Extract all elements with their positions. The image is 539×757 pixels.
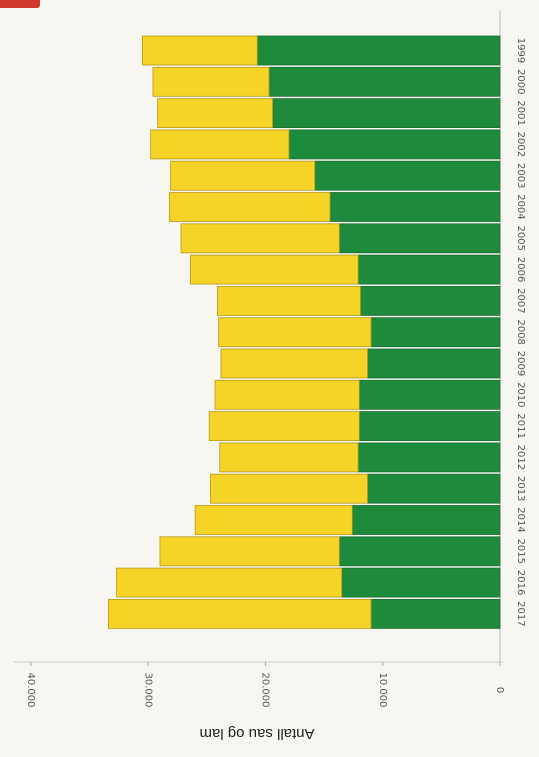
bar-segment-2004-1 bbox=[329, 192, 501, 222]
category-label-2008: 2008 bbox=[515, 319, 526, 344]
bar-segment-2001-1 bbox=[272, 98, 501, 128]
bar-segment-2017-2 bbox=[107, 599, 372, 629]
bar-segment-2000-2 bbox=[152, 66, 270, 97]
category-label-2006: 2006 bbox=[515, 257, 526, 282]
value-axis-title: Antall sau og lam bbox=[199, 725, 314, 742]
category-label-2002: 2002 bbox=[515, 132, 526, 157]
bar-segment-2008-2 bbox=[218, 317, 372, 348]
bar-segment-2007-1 bbox=[360, 285, 501, 316]
bar-segment-2010-1 bbox=[358, 379, 501, 410]
bar-segment-2003-1 bbox=[314, 160, 501, 191]
bar-segment-2012-2 bbox=[219, 442, 359, 473]
category-label-2000: 2000 bbox=[515, 69, 526, 94]
category-label-2003: 2003 bbox=[515, 163, 526, 188]
value-tick-label: 40.000 bbox=[25, 673, 36, 708]
bar-segment-2014-1 bbox=[351, 505, 501, 535]
bar-segment-2015-2 bbox=[159, 536, 340, 567]
bar-segment-2016-2 bbox=[116, 567, 343, 598]
bar-segment-2005-2 bbox=[180, 223, 340, 254]
category-label-1999: 1999 bbox=[515, 38, 526, 63]
category-labels: 1999 2000 2001 2002 2003 2004 2005 2006 2007 2008… bbox=[515, 38, 526, 627]
corner-mark bbox=[0, 0, 40, 8]
bar-segment-2009-2 bbox=[220, 348, 368, 379]
category-label-2011: 2011 bbox=[515, 413, 526, 438]
bar-segment-2013-1 bbox=[367, 473, 501, 504]
bar-segment-2006-1 bbox=[357, 254, 501, 285]
bar-segment-1999-2 bbox=[141, 35, 258, 66]
bar-segment-2009-1 bbox=[367, 348, 501, 379]
bar-segment-2008-1 bbox=[370, 317, 501, 348]
value-tick-label: 10.000 bbox=[377, 673, 388, 708]
bar-segment-2006-2 bbox=[190, 254, 359, 285]
bar-segment-2015-1 bbox=[338, 536, 501, 567]
category-label-2014: 2014 bbox=[515, 507, 526, 532]
bar-segment-2010-2 bbox=[214, 379, 360, 410]
category-label-2005: 2005 bbox=[515, 226, 526, 251]
bar-segment-2011-1 bbox=[358, 411, 501, 442]
bar-segment-2017-1 bbox=[370, 599, 501, 629]
category-label-2009: 2009 bbox=[515, 351, 526, 376]
bar-segment-2011-2 bbox=[208, 411, 360, 442]
category-label-2001: 2001 bbox=[515, 100, 526, 125]
bar-segment-2013-2 bbox=[209, 473, 368, 504]
bar-segment-2002-1 bbox=[288, 129, 501, 160]
category-label-2010: 2010 bbox=[515, 382, 526, 407]
category-label-2007: 2007 bbox=[515, 288, 526, 313]
category-label-2004: 2004 bbox=[515, 194, 526, 219]
bar-segment-2007-2 bbox=[217, 285, 361, 316]
category-label-2012: 2012 bbox=[515, 445, 526, 470]
value-tick-label: 20.000 bbox=[260, 673, 271, 708]
value-tick-labels: 0 10.000 20.000 30.000 40.000 bbox=[25, 662, 505, 708]
value-tick-label: 0 bbox=[494, 687, 505, 693]
category-label-2015: 2015 bbox=[515, 539, 526, 564]
chart-bars bbox=[107, 35, 501, 629]
bar-segment-1999-1 bbox=[256, 35, 501, 66]
value-tick-label: 30.000 bbox=[142, 673, 153, 708]
category-label-2016: 2016 bbox=[515, 570, 526, 595]
bar-segment-2002-2 bbox=[150, 129, 290, 160]
bar-segment-2004-2 bbox=[168, 192, 331, 222]
bar-segment-2001-2 bbox=[157, 98, 273, 128]
category-label-2017: 2017 bbox=[515, 601, 526, 626]
bar-segment-2016-1 bbox=[341, 567, 501, 598]
bar-segment-2005-1 bbox=[338, 223, 501, 254]
bar-segment-2000-1 bbox=[268, 66, 501, 97]
bar-segment-2012-1 bbox=[357, 442, 501, 473]
bar-segment-2003-2 bbox=[170, 160, 316, 191]
bar-segment-2014-2 bbox=[194, 505, 353, 535]
category-label-2013: 2013 bbox=[515, 476, 526, 501]
